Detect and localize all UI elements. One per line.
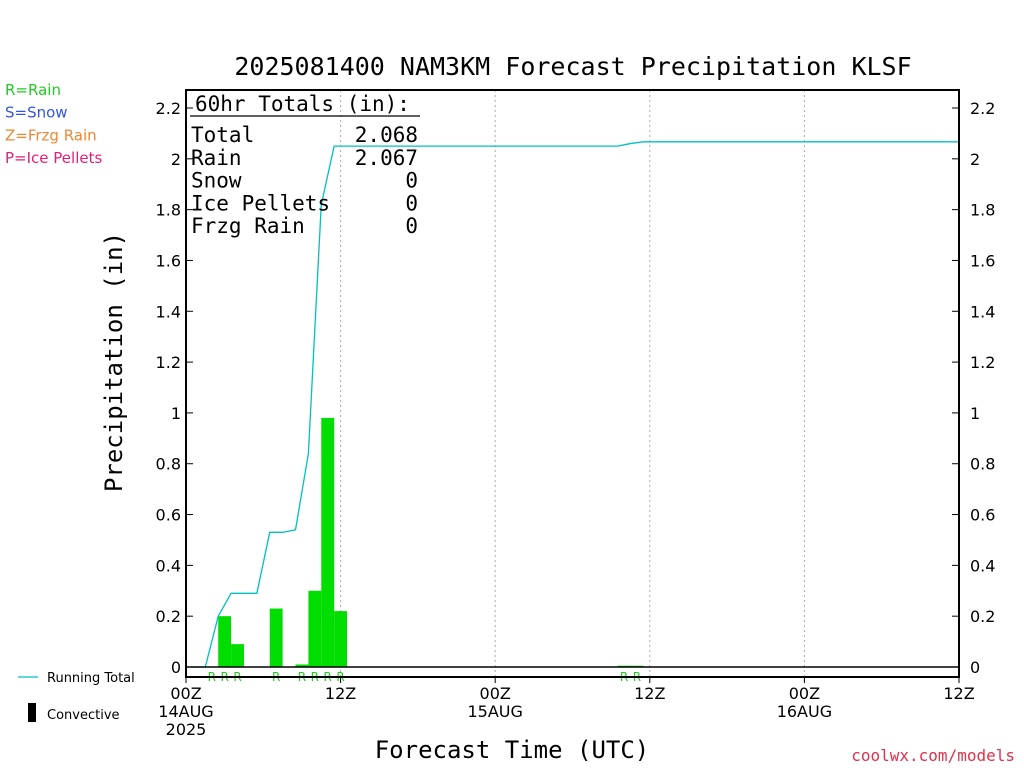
precip-bar <box>269 608 283 667</box>
totals-row-value: 2.068 <box>355 123 418 147</box>
x-tick-label: 00Z <box>480 684 511 703</box>
y-tick-label-right: 1.8 <box>970 201 995 220</box>
bars-group <box>218 417 644 667</box>
y-tick-label-right: 0.8 <box>970 455 995 474</box>
y-axis-label: Precipitation (in) <box>100 232 128 492</box>
precip-bar <box>231 644 244 667</box>
x-tick-label: 12Z <box>943 684 974 703</box>
chart-title: 2025081400 NAM3KM Forecast Precipitation… <box>234 52 911 81</box>
x-tick-label: 16AUG <box>777 702 832 721</box>
x-tick-label: 12Z <box>634 684 665 703</box>
precip-bar <box>308 590 322 667</box>
y-tick-label-right: 0.6 <box>970 506 995 525</box>
x-tick-label: 12Z <box>325 684 356 703</box>
totals-row-label: Rain <box>191 146 242 170</box>
y-tick-label-left: 0 <box>171 658 181 677</box>
type-legend-item: S=Snow <box>5 104 68 122</box>
y-tick-label-left: 0.6 <box>156 506 181 525</box>
y-tick-label-right: 1 <box>970 404 980 423</box>
legend-convective: Convective <box>28 703 120 723</box>
y-tick-label-right: 1.4 <box>970 302 995 321</box>
type-legend-item: R=Rain <box>5 81 61 99</box>
precip-bar <box>295 664 309 667</box>
y-tick-label-left: 0.2 <box>156 607 181 626</box>
totals-box: 60hr Totals (in): Total 2.068 Rain 2.067 Snow… <box>190 92 420 238</box>
y-tick-label-left: 1.2 <box>156 353 181 372</box>
y-tick-label-left: 0.8 <box>156 455 181 474</box>
y-tick-label-right: 1.6 <box>970 251 995 270</box>
x-tick-label: 00Z <box>170 684 201 703</box>
y-tick-label-right: 2 <box>970 150 980 169</box>
plot-frame <box>185 89 960 678</box>
y-tick-label-right: 0.2 <box>970 607 995 626</box>
x-axis-label: Forecast Time (UTC) <box>375 736 650 764</box>
type-legend-item: P=Ice Pellets <box>5 149 102 167</box>
credit-text: coolwx.com/models <box>851 746 1015 765</box>
precip-type-legend: R=Rain S=Snow Z=Frzg Rain P=Ice Pellets <box>5 81 102 167</box>
y-tick-label-left: 1 <box>171 404 181 423</box>
legend-running-total-label: Running Total <box>47 671 135 686</box>
y-tick-label-left: 1.6 <box>156 251 181 270</box>
precip-bar <box>218 616 232 667</box>
y-tick-label-left: 1.8 <box>156 201 181 220</box>
convective-legend-swatch <box>28 703 36 722</box>
totals-row-value: 2.067 <box>355 146 418 170</box>
y-tick-label-left: 2 <box>171 150 181 169</box>
totals-row-label: Frzg Rain <box>191 214 305 238</box>
y-tick-label-right: 2.2 <box>970 99 995 118</box>
y-axis-left: 0 0.2 0.4 0.6 0.8 1 1.2 1.4 1.6 1.8 2 2.2 <box>156 99 193 677</box>
y-tick-label-left: 2.2 <box>156 99 181 118</box>
totals-row-label: Snow <box>191 169 242 193</box>
y-tick-label-right: 0.4 <box>970 556 995 575</box>
x-tick-label: 2025 <box>166 720 207 739</box>
legend-convective-label: Convective <box>47 708 120 723</box>
precip-bar <box>321 417 335 667</box>
x-tick-label: 14AUG <box>158 702 213 721</box>
totals-row-value: 0 <box>405 169 418 193</box>
running-total-line <box>192 141 959 668</box>
type-legend-item: Z=Frzg Rain <box>5 126 97 144</box>
totals-heading: 60hr Totals (in): <box>195 92 410 116</box>
precip-bar <box>334 611 348 667</box>
y-tick-label-left: 0.4 <box>156 556 181 575</box>
totals-row-label: Ice Pellets <box>191 191 330 215</box>
x-tick-label: 15AUG <box>467 702 522 721</box>
totals-row-value: 0 <box>405 214 418 238</box>
totals-row-label: Total <box>191 123 254 147</box>
legend-running-total: Running Total <box>18 671 135 686</box>
x-tick-label: 00Z <box>789 684 820 703</box>
y-axis-right: 0 0.2 0.4 0.6 0.8 1 1.2 1.4 1.6 1.8 2 2.2 <box>952 99 995 677</box>
totals-row-value: 0 <box>405 191 418 215</box>
y-tick-label-right: 0 <box>970 658 980 677</box>
y-tick-label-left: 1.4 <box>156 302 181 321</box>
y-tick-label-right: 1.2 <box>970 353 995 372</box>
